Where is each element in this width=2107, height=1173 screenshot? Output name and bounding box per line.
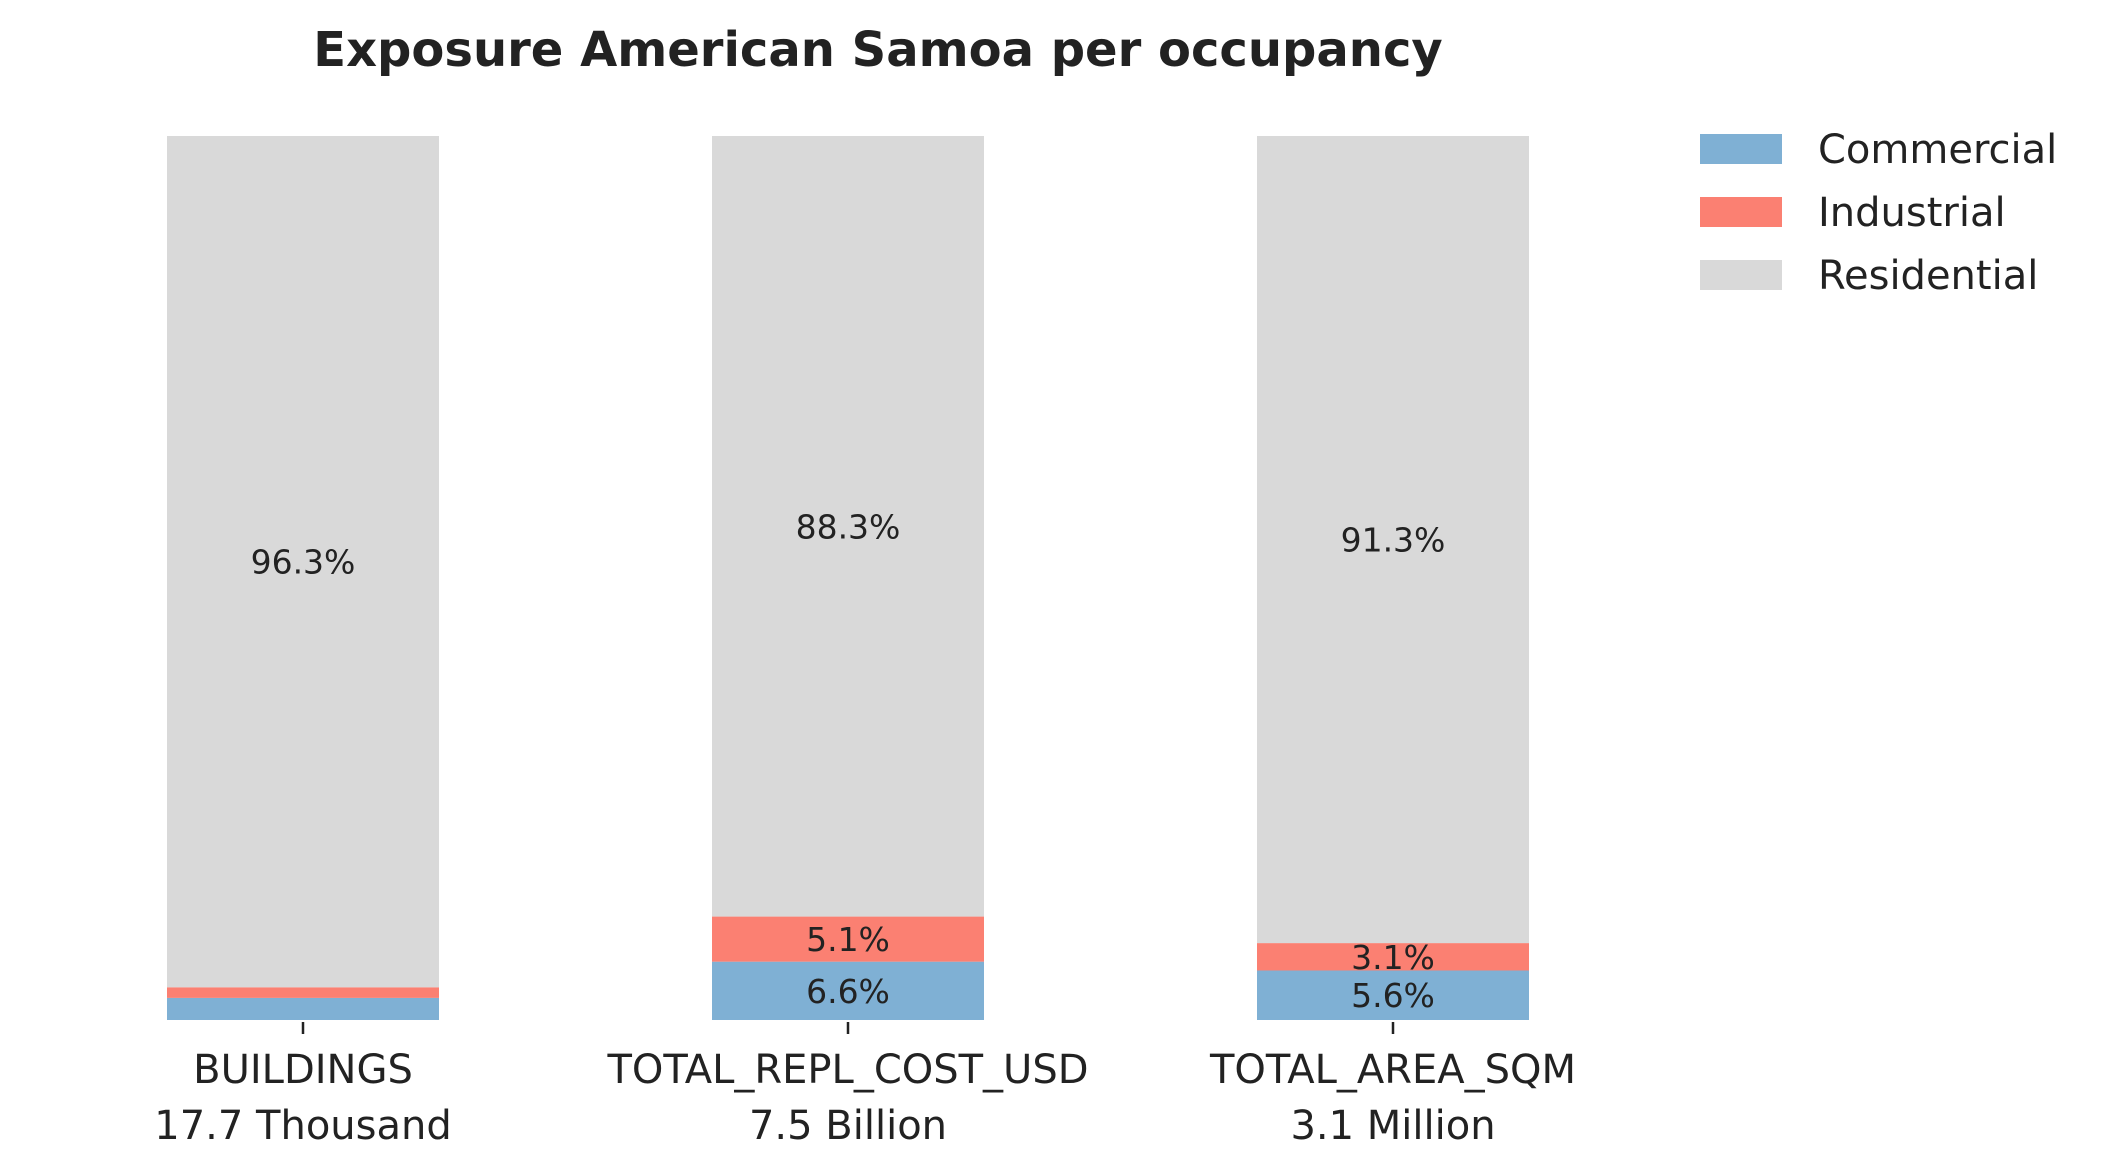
bar-buildings-residential (167, 136, 439, 988)
bar-total-area-sqm-industrial (1257, 943, 1529, 971)
data-label-total-repl-cost-usd-commercial: 6.6% (806, 972, 890, 1011)
data-labels-layer: 96.3% 6.6% 5.1% 88.3% 5.6%3.1% 91.3% (251, 507, 1446, 1015)
data-label-total-area-sqm-industrial: 3.1% (1351, 938, 1435, 977)
legend-swatch-industrial (1700, 197, 1782, 227)
legend-label-industrial: Industrial (1818, 190, 2006, 236)
x-tick-label-total-area-sqm: TOTAL_AREA_SQM (1209, 1047, 1576, 1093)
data-label-total-area-sqm-commercial: 5.6% (1351, 976, 1435, 1015)
bar-buildings-industrial (167, 987, 439, 998)
bar-total-repl-cost-usd-commercial (712, 961, 984, 1020)
bar-total-area-sqm-residential (1257, 136, 1529, 944)
x-tick-total-total-area-sqm: 3.1 Million (1290, 1103, 1495, 1149)
bar-buildings-commercial (167, 997, 439, 1020)
bar-total-area-sqm-commercial (1257, 970, 1529, 1020)
bars-layer (167, 136, 1529, 1020)
x-tick-total-buildings: 17.7 Thousand (154, 1103, 451, 1149)
data-label-total-repl-cost-usd-industrial: 5.1% (806, 920, 890, 959)
x-tick-total-total-repl-cost-usd: 7.5 Billion (749, 1103, 947, 1149)
bar-total-repl-cost-usd-industrial (712, 916, 984, 962)
data-label-total-repl-cost-usd-residential: 88.3% (796, 507, 901, 546)
x-tick-label-buildings: BUILDINGS (193, 1047, 413, 1093)
chart-title: Exposure American Samoa per occupancy (313, 22, 1442, 78)
bar-total-repl-cost-usd-residential (712, 136, 984, 917)
legend: Commercial Industrial Residential (1700, 127, 2057, 299)
data-label-buildings-residential: 96.3% (251, 543, 356, 582)
x-axis: BUILDINGS 17.7 Thousand TOTAL_REPL_COST_US… (154, 1022, 1576, 1149)
legend-label-residential: Residential (1818, 253, 2038, 299)
x-tick-label-total-repl-cost-usd: TOTAL_REPL_COST_USD (606, 1047, 1088, 1093)
data-label-total-area-sqm-residential: 91.3% (1341, 521, 1446, 560)
legend-swatch-commercial (1700, 134, 1782, 164)
legend-label-commercial: Commercial (1818, 127, 2057, 173)
legend-swatch-residential (1700, 260, 1782, 290)
